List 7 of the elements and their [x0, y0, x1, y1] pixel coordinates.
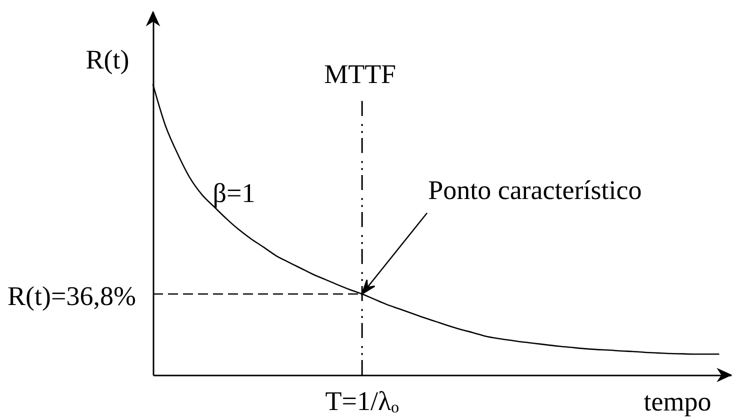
x-axis-title: tempo	[644, 386, 712, 416]
text: MTTF	[324, 59, 396, 89]
y-axis-title: R(t)	[86, 44, 130, 74]
text: R(t)=36,8%	[8, 280, 136, 311]
text: T=1/λₒ	[325, 386, 399, 416]
annotation: Ponto característico	[428, 174, 642, 205]
series-label: β=1	[212, 178, 256, 208]
